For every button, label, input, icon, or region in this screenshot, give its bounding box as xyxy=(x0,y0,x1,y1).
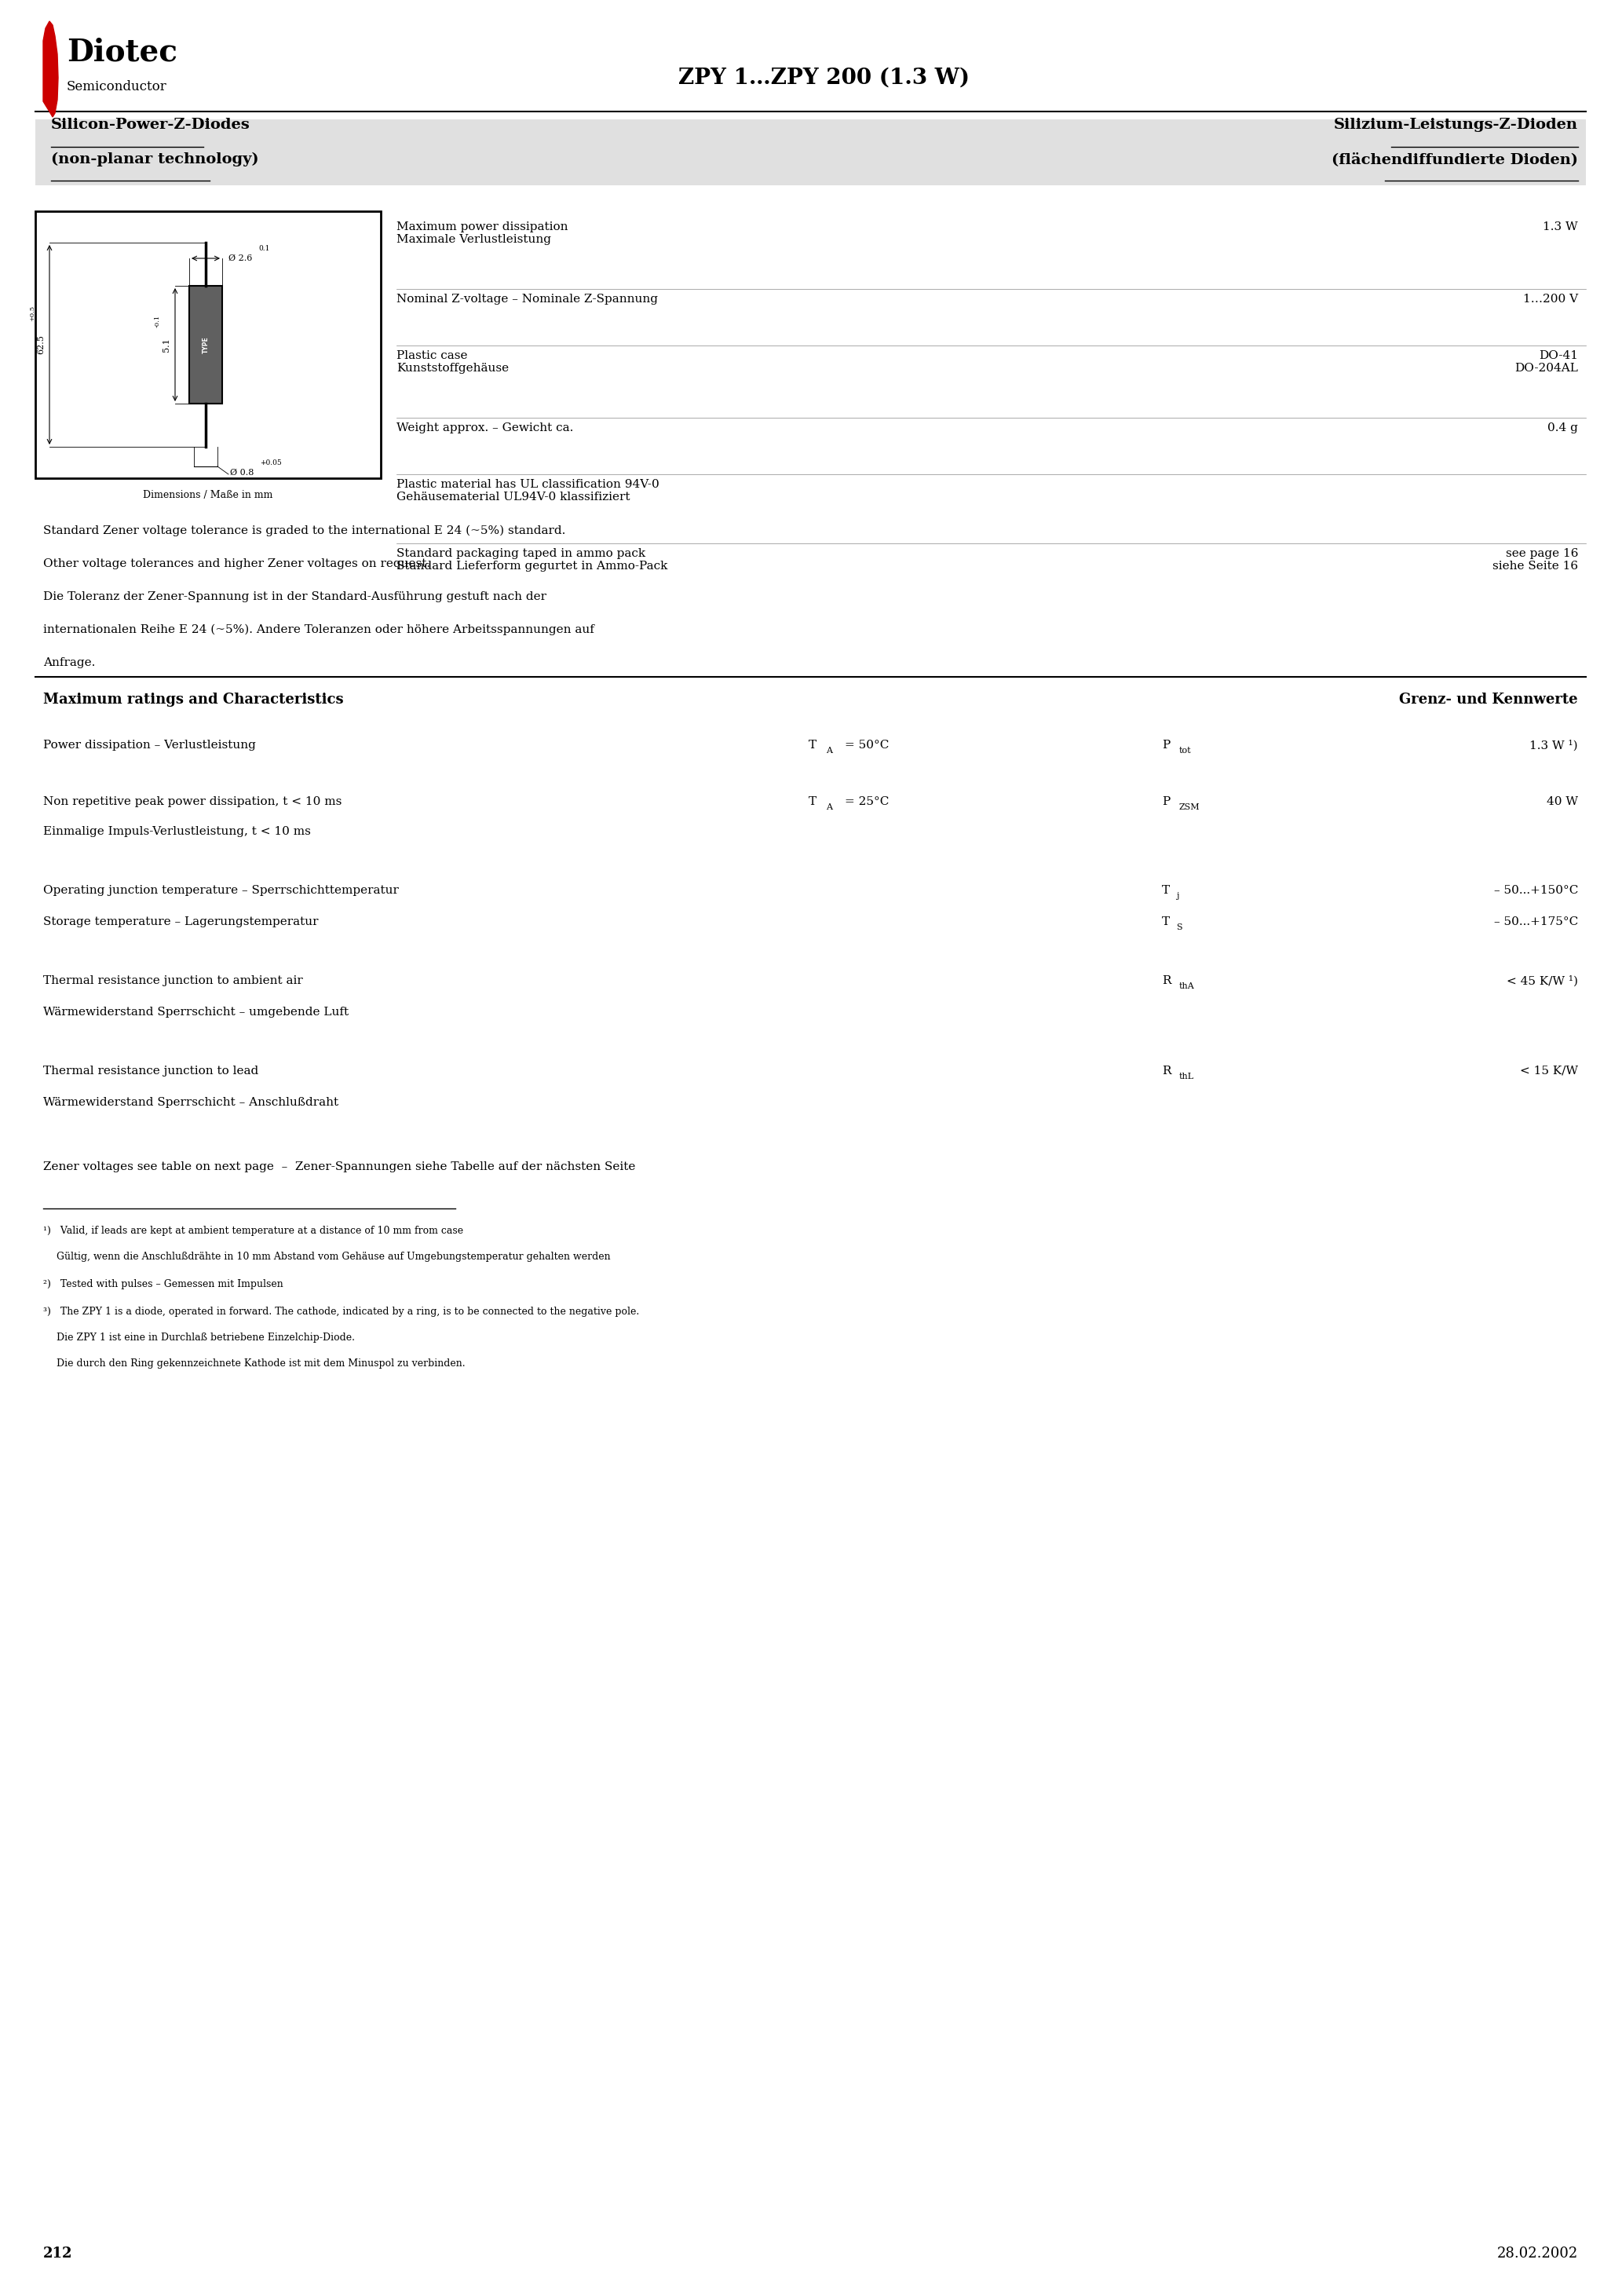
Text: Die ZPY 1 ist eine in Durchlaß betriebene Einzelchip-Diode.: Die ZPY 1 ist eine in Durchlaß betrieben… xyxy=(57,1332,355,1343)
Bar xyxy=(190,285,222,404)
Text: R: R xyxy=(1161,976,1171,987)
Text: < 45 K/W ¹): < 45 K/W ¹) xyxy=(1507,976,1578,987)
Text: Zener voltages see table on next page  –  Zener-Spannungen siehe Tabelle auf der: Zener voltages see table on next page – … xyxy=(44,1162,636,1173)
Text: Non repetitive peak power dissipation, t < 10 ms: Non repetitive peak power dissipation, t… xyxy=(44,797,342,808)
Text: A: A xyxy=(826,746,832,755)
Text: Ø 2.6: Ø 2.6 xyxy=(229,255,253,262)
Text: 5.1: 5.1 xyxy=(162,338,170,351)
Text: 212: 212 xyxy=(44,2245,73,2262)
Text: – 50...+175°C: – 50...+175°C xyxy=(1494,916,1578,928)
Text: < 15 K/W: < 15 K/W xyxy=(1520,1065,1578,1077)
Text: 0.1: 0.1 xyxy=(258,246,269,253)
Text: T: T xyxy=(1161,884,1169,895)
Text: Standard Zener voltage tolerance is graded to the international E 24 (~5%) stand: Standard Zener voltage tolerance is grad… xyxy=(44,526,566,537)
Text: Ø 0.8: Ø 0.8 xyxy=(230,468,255,478)
Text: ³)   The ZPY 1 is a diode, operated in forward. The cathode, indicated by a ring: ³) The ZPY 1 is a diode, operated in for… xyxy=(44,1306,639,1318)
Text: ²)   Tested with pulses – Gemessen mit Impulsen: ²) Tested with pulses – Gemessen mit Imp… xyxy=(44,1279,284,1290)
Text: Storage temperature – Lagerungstemperatur: Storage temperature – Lagerungstemperatu… xyxy=(44,916,318,928)
Text: ¹)   Valid, if leads are kept at ambient temperature at a distance of 10 mm from: ¹) Valid, if leads are kept at ambient t… xyxy=(44,1226,464,1235)
Text: Die Toleranz der Zener-Spannung ist in der Standard-Ausführung gestuft nach der: Die Toleranz der Zener-Spannung ist in d… xyxy=(44,592,547,602)
Text: ZSM: ZSM xyxy=(1179,804,1200,810)
Text: Nominal Z-voltage – Nominale Z-Spannung: Nominal Z-voltage – Nominale Z-Spannung xyxy=(396,294,659,305)
Text: T: T xyxy=(809,797,816,808)
Text: 28.02.2002: 28.02.2002 xyxy=(1497,2245,1578,2262)
Text: Maximum ratings and Characteristics: Maximum ratings and Characteristics xyxy=(44,693,344,707)
Text: – 50...+150°C: – 50...+150°C xyxy=(1494,884,1578,895)
Text: Thermal resistance junction to ambient air: Thermal resistance junction to ambient a… xyxy=(44,976,303,987)
Text: +0.5: +0.5 xyxy=(29,305,36,321)
Text: Standard packaging taped in ammo pack
Standard Lieferform gegurtet in Ammo-Pack: Standard packaging taped in ammo pack St… xyxy=(396,549,668,572)
Text: Anfrage.: Anfrage. xyxy=(44,657,96,668)
Text: (flächendiffundierte Dioden): (flächendiffundierte Dioden) xyxy=(1332,152,1578,168)
Text: -0.1: -0.1 xyxy=(154,315,161,328)
Text: Diotec: Diotec xyxy=(67,37,177,67)
Text: Grenz- und Kennwerte: Grenz- und Kennwerte xyxy=(1400,693,1578,707)
Text: = 50°C: = 50°C xyxy=(845,739,889,751)
Bar xyxy=(36,119,1586,186)
Text: A: A xyxy=(826,804,832,810)
Text: see page 16
siehe Seite 16: see page 16 siehe Seite 16 xyxy=(1492,549,1578,572)
Text: tot: tot xyxy=(1179,746,1192,755)
Text: TYPE: TYPE xyxy=(203,335,209,354)
Text: (non-planar technology): (non-planar technology) xyxy=(50,152,260,168)
Text: Other voltage tolerances and higher Zener voltages on request.: Other voltage tolerances and higher Zene… xyxy=(44,558,430,569)
Text: P: P xyxy=(1161,797,1169,808)
Text: Die durch den Ring gekennzeichnete Kathode ist mit dem Minuspol zu verbinden.: Die durch den Ring gekennzeichnete Katho… xyxy=(57,1359,466,1368)
Text: = 25°C: = 25°C xyxy=(845,797,889,808)
Text: R: R xyxy=(1161,1065,1171,1077)
Text: Gültig, wenn die Anschlußdrähte in 10 mm Abstand vom Gehäuse auf Umgebungstemper: Gültig, wenn die Anschlußdrähte in 10 mm… xyxy=(57,1251,610,1263)
Text: Weight approx. – Gewicht ca.: Weight approx. – Gewicht ca. xyxy=(396,422,574,434)
Text: 1.3 W ¹): 1.3 W ¹) xyxy=(1530,739,1578,751)
Text: Plastic case
Kunststoffgehäuse: Plastic case Kunststoffgehäuse xyxy=(396,351,509,374)
Text: DO-41
DO-204AL: DO-41 DO-204AL xyxy=(1515,351,1578,374)
Text: internationalen Reihe E 24 (~5%). Andere Toleranzen oder höhere Arbeitsspannunge: internationalen Reihe E 24 (~5%). Andere… xyxy=(44,625,594,636)
Text: Einmalige Impuls-Verlustleistung, t < 10 ms: Einmalige Impuls-Verlustleistung, t < 10… xyxy=(44,827,311,838)
Text: T: T xyxy=(809,739,816,751)
Text: 1.3 W: 1.3 W xyxy=(1543,220,1578,232)
Text: S: S xyxy=(1176,923,1182,932)
Text: 40 W: 40 W xyxy=(1547,797,1578,808)
Text: thA: thA xyxy=(1179,983,1195,990)
Text: Thermal resistance junction to lead: Thermal resistance junction to lead xyxy=(44,1065,258,1077)
Text: 62.5: 62.5 xyxy=(37,335,45,354)
Text: Silizium-Leistungs-Z-Dioden: Silizium-Leistungs-Z-Dioden xyxy=(1333,117,1578,131)
Text: Dimensions / Maße in mm: Dimensions / Maße in mm xyxy=(143,489,272,501)
Text: T: T xyxy=(1161,916,1169,928)
Text: Silicon-Power-Z-Diodes: Silicon-Power-Z-Diodes xyxy=(50,117,250,131)
Text: j: j xyxy=(1176,893,1179,900)
Text: P: P xyxy=(1161,739,1169,751)
Text: Wärmewiderstand Sperrschicht – umgebende Luft: Wärmewiderstand Sperrschicht – umgebende… xyxy=(44,1006,349,1017)
Text: ZPY 1…ZPY 200 (1.3 W): ZPY 1…ZPY 200 (1.3 W) xyxy=(678,67,970,87)
Text: Wärmewiderstand Sperrschicht – Anschlußdraht: Wärmewiderstand Sperrschicht – Anschlußd… xyxy=(44,1097,339,1109)
Polygon shape xyxy=(44,21,58,117)
Text: Semiconductor: Semiconductor xyxy=(67,80,167,94)
Text: Power dissipation – Verlustleistung: Power dissipation – Verlustleistung xyxy=(44,739,256,751)
Text: 1…200 V: 1…200 V xyxy=(1523,294,1578,305)
Text: Operating junction temperature – Sperrschichttemperatur: Operating junction temperature – Sperrsc… xyxy=(44,884,399,895)
Bar xyxy=(36,211,381,478)
Text: Maximum power dissipation
Maximale Verlustleistung: Maximum power dissipation Maximale Verlu… xyxy=(396,220,568,246)
Text: thL: thL xyxy=(1179,1072,1194,1081)
Text: Plastic material has UL classification 94V-0
Gehäusematerial UL94V-0 klassifizie: Plastic material has UL classification 9… xyxy=(396,480,659,503)
Text: 0.4 g: 0.4 g xyxy=(1547,422,1578,434)
Text: +0.05: +0.05 xyxy=(260,459,282,466)
